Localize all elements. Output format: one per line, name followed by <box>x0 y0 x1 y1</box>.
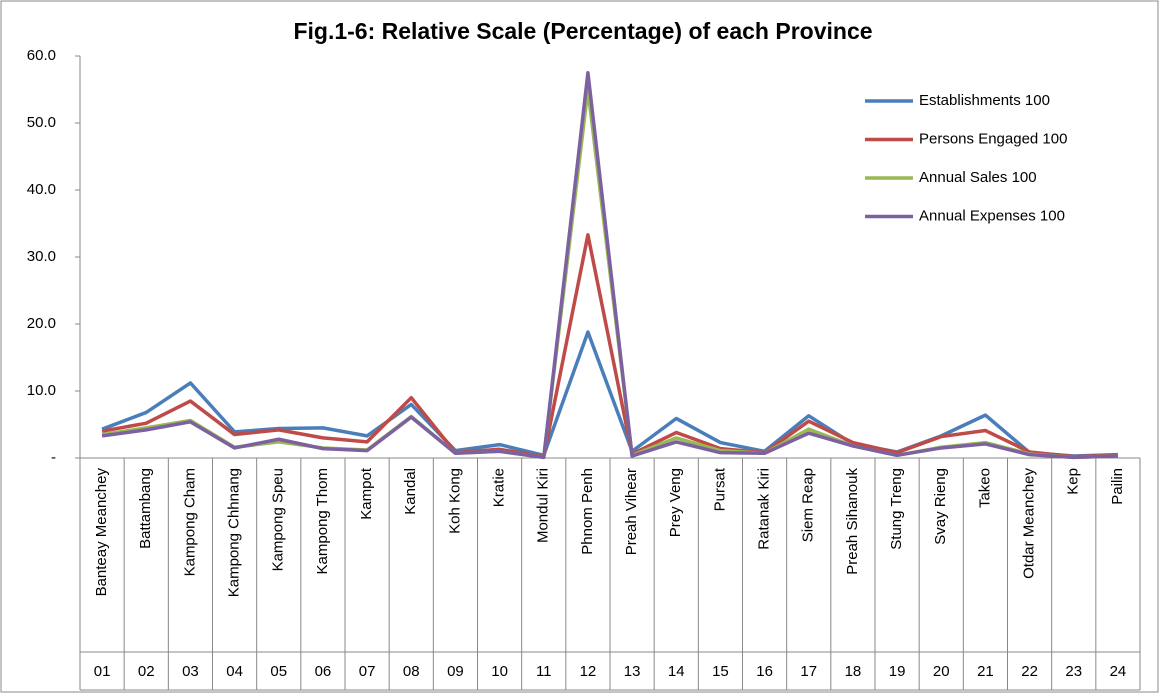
x-tick-label: Kampong Chhnang <box>226 468 243 597</box>
x-tick-label: Kampong Cham <box>181 468 198 576</box>
category-code: 24 <box>1110 663 1127 680</box>
x-tick-label: Ratanak Kiri <box>756 468 773 550</box>
x-tick-label: Preah Sihanouk <box>844 468 861 575</box>
category-code: 07 <box>359 663 376 680</box>
x-tick-label: Otdar Meanchey <box>1021 468 1038 579</box>
category-code: 09 <box>447 663 464 680</box>
category-code: 23 <box>1065 663 1082 680</box>
x-tick-label: Battambang <box>137 468 154 549</box>
x-tick-label: Phnom Penh <box>579 468 596 555</box>
category-code: 19 <box>889 663 906 680</box>
x-tick-label: Kep <box>1065 468 1082 495</box>
series-line <box>101 71 1118 460</box>
category-code: 11 <box>536 663 552 680</box>
category-code: 10 <box>491 663 508 680</box>
x-tick-label: Mondul Kiri <box>535 468 552 543</box>
x-tick-label: Preah Vihear <box>623 468 640 555</box>
x-tick-label: Prey Veng <box>667 468 684 537</box>
category-code: 14 <box>668 663 685 680</box>
category-code: 06 <box>315 663 332 680</box>
category-code: 03 <box>182 663 199 680</box>
x-tick-label: Pailin <box>1109 468 1126 505</box>
x-tick-label: Kandal <box>402 468 419 515</box>
x-tick-label: Pursat <box>711 467 728 511</box>
y-tick-label: 40.0 <box>27 181 56 198</box>
category-code: 15 <box>712 663 729 680</box>
x-tick-label: Kampong Speu <box>270 468 287 571</box>
y-tick-label: 10.0 <box>27 382 56 399</box>
category-code: 16 <box>756 663 773 680</box>
legend-label: Persons Engaged 100 <box>919 130 1067 147</box>
category-code: 02 <box>138 663 155 680</box>
x-tick-label: Takeo <box>976 468 993 508</box>
y-tick-label: 30.0 <box>27 248 56 265</box>
category-code: 20 <box>933 663 950 680</box>
y-tick-label: 50.0 <box>27 114 56 131</box>
category-code: 18 <box>845 663 862 680</box>
category-code: 01 <box>94 663 111 680</box>
x-tick-label: Banteay Meanchey <box>93 468 110 597</box>
legend-label: Establishments 100 <box>919 92 1050 109</box>
x-tick-label: Kampong Thom <box>314 468 331 574</box>
x-tick-label: Kampot <box>358 467 375 520</box>
chart-title: Fig.1-6: Relative Scale (Percentage) of … <box>293 18 872 44</box>
legend-label: Annual Sales 100 <box>919 169 1037 186</box>
category-code: 04 <box>226 663 243 680</box>
y-tick-label: 60.0 <box>27 47 56 64</box>
category-code: 08 <box>403 663 420 680</box>
x-tick-label: Stung Treng <box>888 468 905 550</box>
category-code: 13 <box>624 663 641 680</box>
x-tick-label: Koh Kong <box>446 468 463 534</box>
category-code: 22 <box>1021 663 1038 680</box>
category-code: 17 <box>800 663 817 680</box>
category-code: 12 <box>580 663 597 680</box>
x-tick-label: Kratie <box>491 468 508 507</box>
legend-label: Annual Expenses 100 <box>919 207 1065 224</box>
category-code: 05 <box>270 663 287 680</box>
category-code: 21 <box>977 663 994 680</box>
x-tick-label: Siem Reap <box>800 468 817 542</box>
y-tick-label: - <box>51 449 56 466</box>
series-line <box>101 233 1118 459</box>
y-tick-label: 20.0 <box>27 315 56 332</box>
x-tick-label: Svay Rieng <box>932 468 949 545</box>
